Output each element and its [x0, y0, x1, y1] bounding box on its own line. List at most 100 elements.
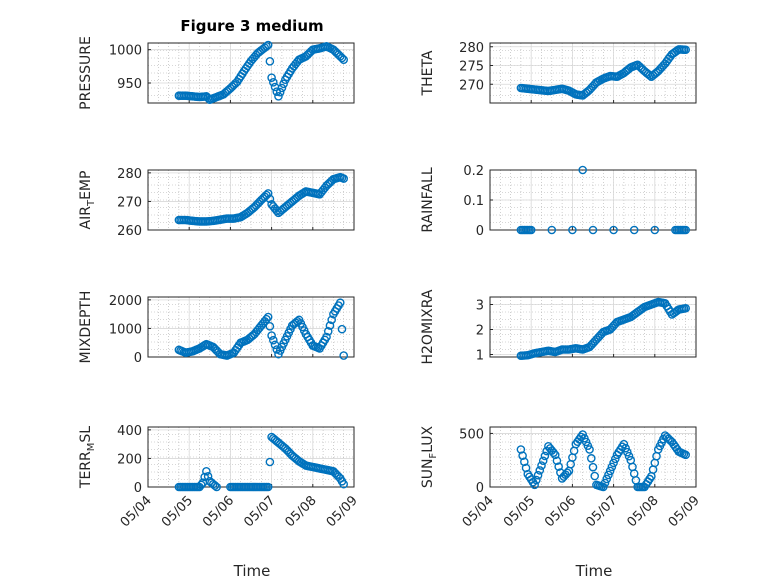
- data-point: [196, 480, 206, 490]
- data-point: [540, 451, 550, 461]
- data-point: [549, 448, 558, 458]
- y-axis-label: AIRTEMP: [78, 171, 97, 230]
- data-point: [538, 456, 548, 466]
- data-point: [210, 481, 220, 490]
- data-point: [578, 165, 588, 175]
- data-point: [552, 456, 562, 466]
- x-tick-label: 05/08: [625, 493, 662, 530]
- y-tick-label: 0: [476, 224, 484, 239]
- x-tick-label: 05/07: [241, 493, 278, 530]
- subplot-pressure: 950 1000 PRESSURE: [78, 36, 355, 110]
- x-tick-label: 05/06: [200, 493, 237, 530]
- data-point: [609, 458, 618, 468]
- data-point: [200, 472, 209, 482]
- axes-box: [147, 42, 355, 104]
- subplot-rainfall: 0 0.1 0.2 RAINFALL: [420, 164, 697, 239]
- data-point: [537, 461, 546, 470]
- data-point: [265, 194, 275, 204]
- data-point: [337, 53, 347, 63]
- data-point: [279, 79, 288, 89]
- data-point: [590, 471, 600, 481]
- subplot-theta: 270 275 280 THETA: [420, 41, 697, 104]
- y-tick-label: 280: [117, 167, 142, 182]
- y-tick-label: 0: [476, 481, 484, 496]
- data-point: [607, 462, 617, 472]
- x-tick-label: 05/08: [283, 493, 320, 530]
- data-point: [600, 478, 610, 488]
- y-tick-label: 200: [117, 452, 142, 467]
- data-point: [604, 470, 613, 480]
- data-point: [619, 439, 629, 449]
- x-tick-label: 05/04: [118, 493, 155, 530]
- y-tick-label: 270: [117, 195, 142, 210]
- data-point: [274, 92, 283, 101]
- data-point: [325, 321, 335, 330]
- data-point: [337, 324, 347, 334]
- data-point: [645, 71, 654, 80]
- x-tick-label: 05/06: [542, 493, 579, 530]
- y-axis-label: TERRMSL: [78, 426, 97, 489]
- data-point: [265, 457, 275, 467]
- data-point: [339, 351, 349, 360]
- x-tick-label: 05/09: [324, 493, 361, 530]
- x-axis-label-left: Time: [233, 562, 271, 580]
- data-point: [585, 445, 594, 454]
- data-point: [526, 225, 536, 235]
- data-point: [609, 225, 618, 235]
- data-point: [681, 450, 691, 460]
- data-point: [588, 462, 598, 472]
- data-point: [623, 447, 632, 457]
- data-point: [267, 331, 276, 340]
- data-point: [335, 298, 345, 308]
- data-point: [327, 315, 336, 325]
- data-point: [277, 83, 287, 93]
- x-tick-label: 05/09: [666, 493, 703, 530]
- data-point: [533, 470, 543, 480]
- data-point: [621, 443, 630, 453]
- y-tick-label: 0: [134, 351, 142, 366]
- y-tick-label: 1000: [109, 322, 142, 337]
- data-point: [263, 482, 273, 492]
- x-tick-label: 05/05: [501, 493, 538, 530]
- data-point: [322, 332, 331, 342]
- axes-box: [489, 296, 697, 358]
- data-point: [323, 326, 333, 336]
- y-tick-label: 3: [476, 299, 484, 314]
- data-point: [263, 189, 273, 198]
- subplot-sun-flux: 0 500 05/04 05/05 05/06 05/07 05/08 05/09 SUNFLU…: [420, 425, 703, 530]
- data-point: [339, 55, 349, 64]
- data-point: [269, 335, 278, 345]
- y-tick-label: 0.1: [463, 194, 484, 209]
- data-point: [203, 471, 213, 481]
- data-point: [263, 40, 273, 50]
- x-tick-label: 05/07: [583, 493, 620, 530]
- y-tick-label: 2: [476, 324, 484, 339]
- y-tick-label: 260: [117, 224, 142, 239]
- data-point: [629, 225, 639, 235]
- y-tick-label: 2000: [109, 294, 142, 309]
- subplot-terr-msl: 0 200 400 05/04 05/05 05/06 05/07 05/08 05/09 TER…: [78, 424, 361, 530]
- subplot-h2omixra: 1 2 3 H2OMIXRA: [420, 289, 697, 365]
- y-tick-label: 0: [134, 481, 142, 496]
- data-point: [550, 450, 560, 460]
- data-point: [554, 462, 563, 471]
- y-tick-label: 400: [117, 424, 142, 439]
- subplot-mixdepth: 0 1000 2000 MIXDEPTH: [78, 291, 355, 366]
- y-tick-label: 500: [459, 427, 484, 442]
- figure-title: Figure 3 medium: [180, 17, 323, 35]
- subplot-air-temp: 260 270 280 AIRTEMP: [78, 167, 355, 239]
- data-point: [265, 57, 275, 66]
- x-tick-label: 05/04: [460, 493, 497, 530]
- data-point: [262, 314, 271, 324]
- data-point: [624, 451, 634, 461]
- y-tick-label: 275: [459, 60, 484, 75]
- data-point: [547, 225, 557, 235]
- data-point: [650, 225, 660, 235]
- data-point: [275, 87, 285, 97]
- data-point: [602, 474, 612, 484]
- y-axis-label: THETA: [420, 50, 436, 96]
- data-point: [605, 466, 615, 476]
- data-point: [262, 42, 271, 51]
- data-point: [269, 78, 278, 87]
